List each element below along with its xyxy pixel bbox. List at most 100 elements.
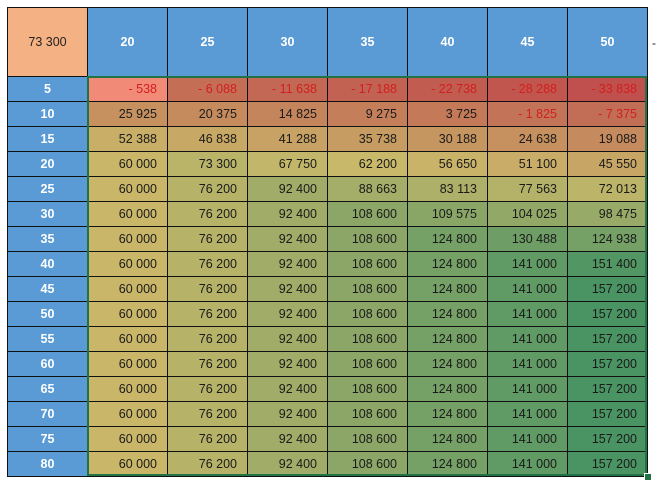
value-cell[interactable]: 92 400 [247, 251, 328, 277]
column-header-cell[interactable]: 35 [327, 7, 408, 77]
corner-cell[interactable]: 73 300 [7, 7, 88, 77]
value-cell[interactable]: 76 200 [167, 251, 248, 277]
value-cell[interactable]: 45 550 [567, 151, 648, 177]
value-cell[interactable]: 60 000 [87, 301, 168, 327]
row-header-cell[interactable]: 40 [7, 251, 88, 277]
value-cell[interactable]: - 17 188 [327, 76, 408, 102]
value-cell[interactable]: 124 938 [567, 226, 648, 252]
value-cell[interactable]: 98 475 [567, 201, 648, 227]
value-cell[interactable]: 52 388 [87, 126, 168, 152]
value-cell[interactable]: 124 800 [407, 401, 488, 427]
value-cell[interactable]: 77 563 [487, 176, 568, 202]
value-cell[interactable]: 19 088 [567, 126, 648, 152]
row-header-cell[interactable]: 15 [7, 126, 88, 152]
fill-handle[interactable] [644, 473, 652, 481]
value-cell[interactable]: - 1 825 [487, 101, 568, 127]
value-cell[interactable]: 92 400 [247, 351, 328, 377]
column-header-cell[interactable]: 20 [87, 7, 168, 77]
value-cell[interactable]: 76 200 [167, 201, 248, 227]
value-cell[interactable]: 60 000 [87, 376, 168, 402]
value-cell[interactable]: 124 800 [407, 376, 488, 402]
value-cell[interactable]: 141 000 [487, 276, 568, 302]
column-header-cell[interactable]: 25 [167, 7, 248, 77]
value-cell[interactable]: 88 663 [327, 176, 408, 202]
row-header-cell[interactable]: 60 [7, 351, 88, 377]
value-cell[interactable]: 51 100 [487, 151, 568, 177]
value-cell[interactable]: 60 000 [87, 351, 168, 377]
row-header-cell[interactable]: 55 [7, 326, 88, 352]
value-cell[interactable]: 30 188 [407, 126, 488, 152]
row-header-cell[interactable]: 80 [7, 451, 88, 477]
value-cell[interactable]: 104 025 [487, 201, 568, 227]
value-cell[interactable]: 35 738 [327, 126, 408, 152]
value-cell[interactable]: 92 400 [247, 276, 328, 302]
value-cell[interactable]: 141 000 [487, 351, 568, 377]
value-cell[interactable]: 124 800 [407, 326, 488, 352]
value-cell[interactable]: 60 000 [87, 201, 168, 227]
value-cell[interactable]: 92 400 [247, 226, 328, 252]
value-cell[interactable]: 83 113 [407, 176, 488, 202]
value-cell[interactable]: 3 725 [407, 101, 488, 127]
value-cell[interactable]: 124 800 [407, 276, 488, 302]
value-cell[interactable]: 108 600 [327, 401, 408, 427]
value-cell[interactable]: 76 200 [167, 451, 248, 477]
value-cell[interactable]: 108 600 [327, 351, 408, 377]
value-cell[interactable]: 60 000 [87, 276, 168, 302]
row-header-cell[interactable]: 45 [7, 276, 88, 302]
value-cell[interactable]: 76 200 [167, 326, 248, 352]
row-header-cell[interactable]: 10 [7, 101, 88, 127]
value-cell[interactable]: 108 600 [327, 301, 408, 327]
value-cell[interactable]: 108 600 [327, 201, 408, 227]
value-cell[interactable]: 67 750 [247, 151, 328, 177]
value-cell[interactable]: 157 200 [567, 401, 648, 427]
value-cell[interactable]: 9 275 [327, 101, 408, 127]
value-cell[interactable]: 76 200 [167, 376, 248, 402]
value-cell[interactable]: 157 200 [567, 301, 648, 327]
value-cell[interactable]: 108 600 [327, 226, 408, 252]
value-cell[interactable]: 124 800 [407, 451, 488, 477]
value-cell[interactable]: - 11 638 [247, 76, 328, 102]
value-cell[interactable]: 72 013 [567, 176, 648, 202]
row-header-cell[interactable]: 65 [7, 376, 88, 402]
value-cell[interactable]: 60 000 [87, 251, 168, 277]
value-cell[interactable]: 46 838 [167, 126, 248, 152]
value-cell[interactable]: 76 200 [167, 276, 248, 302]
value-cell[interactable]: 108 600 [327, 426, 408, 452]
value-cell[interactable]: 124 800 [407, 301, 488, 327]
value-cell[interactable]: 60 000 [87, 401, 168, 427]
value-cell[interactable]: 108 600 [327, 276, 408, 302]
value-cell[interactable]: 157 200 [567, 426, 648, 452]
value-cell[interactable]: 60 000 [87, 326, 168, 352]
value-cell[interactable]: 141 000 [487, 401, 568, 427]
value-cell[interactable]: 60 000 [87, 451, 168, 477]
value-cell[interactable]: 60 000 [87, 151, 168, 177]
value-cell[interactable]: 151 400 [567, 251, 648, 277]
value-cell[interactable]: 124 800 [407, 226, 488, 252]
value-cell[interactable]: 76 200 [167, 301, 248, 327]
row-header-cell[interactable]: 5 [7, 76, 88, 102]
value-cell[interactable]: 60 000 [87, 226, 168, 252]
value-cell[interactable]: 76 200 [167, 226, 248, 252]
row-header-cell[interactable]: 30 [7, 201, 88, 227]
row-header-cell[interactable]: 20 [7, 151, 88, 177]
value-cell[interactable]: 62 200 [327, 151, 408, 177]
value-cell[interactable]: 92 400 [247, 201, 328, 227]
value-cell[interactable]: 76 200 [167, 176, 248, 202]
value-cell[interactable]: 157 200 [567, 451, 648, 477]
value-cell[interactable]: 92 400 [247, 401, 328, 427]
value-cell[interactable]: - 33 838 [567, 76, 648, 102]
row-header-cell[interactable]: 35 [7, 226, 88, 252]
value-cell[interactable]: 92 400 [247, 376, 328, 402]
value-cell[interactable]: - 6 088 [167, 76, 248, 102]
value-cell[interactable]: 25 925 [87, 101, 168, 127]
value-cell[interactable]: 157 200 [567, 276, 648, 302]
value-cell[interactable]: 141 000 [487, 426, 568, 452]
value-cell[interactable]: 60 000 [87, 426, 168, 452]
value-cell[interactable]: 108 600 [327, 451, 408, 477]
value-cell[interactable]: 124 800 [407, 426, 488, 452]
value-cell[interactable]: 14 825 [247, 101, 328, 127]
value-cell[interactable]: 20 375 [167, 101, 248, 127]
column-header-cell[interactable]: 45 [487, 7, 568, 77]
value-cell[interactable]: 124 800 [407, 251, 488, 277]
value-cell[interactable]: - 28 288 [487, 76, 568, 102]
